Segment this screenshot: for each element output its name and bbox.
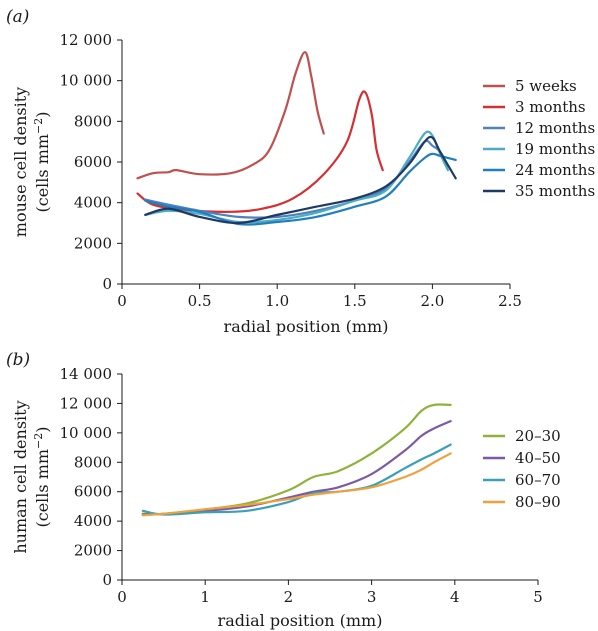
legend-label: 24 months (515, 161, 595, 179)
y-tick-label: 12 000 (60, 394, 113, 412)
x-tick-label: 5 (533, 588, 543, 606)
legend: 20–30 40–50 60–70 80–90 (483, 427, 561, 511)
y-tick-label: 8000 (74, 453, 112, 471)
y-tick-label: 14 000 (60, 365, 113, 383)
legend-label: 12 months (515, 119, 595, 137)
y-tick-label: 4000 (74, 194, 112, 212)
y-tick-label: 6000 (74, 153, 112, 171)
y-tick-label: 4000 (74, 512, 112, 530)
y-tick-label: 8000 (74, 112, 112, 130)
y-axis-label-superscript: −2 (32, 118, 45, 134)
x-tick-label: 2 (284, 588, 294, 606)
y-axis-label-close: ) (33, 111, 52, 117)
legend: 5 weeks 3 months 12 months 19 months 24 mont… (483, 77, 595, 200)
y-tick-label: 12 000 (60, 31, 113, 49)
y-tick-label: 0 (102, 275, 112, 293)
legend-label: 19 months (515, 140, 595, 158)
y-tick-label: 2000 (74, 542, 112, 560)
series-line-60-70 (141, 443, 452, 516)
y-tick-label: 6000 (74, 483, 112, 501)
legend-label: 20–30 (515, 427, 561, 445)
y-axis-label-line1: human cell density (11, 400, 30, 553)
panel-label: (a) (6, 7, 29, 27)
legend-label: 80–90 (515, 493, 561, 511)
y-axis-label-units: (cells mm (33, 134, 52, 213)
series-line-35-months (144, 135, 457, 225)
legend-label: 35 months (515, 182, 595, 200)
x-tick-label: 0 (117, 588, 127, 606)
y-axis-label-line1: mouse cell density (11, 87, 30, 237)
x-tick-label: 0 (117, 292, 127, 310)
y-tick-label: 2000 (74, 234, 112, 252)
y-axis-label-line2: (cells mm−2) (32, 426, 52, 527)
x-tick-label: 2.5 (498, 292, 522, 310)
legend-label: 3 months (515, 98, 586, 116)
chart-panel-a: (a) 0 0.5 1.0 1.5 2.0 2.5 0 2000 4000 6000 8000 10 0… (6, 7, 595, 336)
chart-panel-b: (b) 0 1 2 3 4 5 0 2000 4000 6000 8000 10 000 12 000 14… (6, 350, 561, 630)
x-tick-label: 2.0 (420, 292, 444, 310)
x-axis-label: radial position (mm) (224, 317, 389, 336)
series-line-24-months (144, 152, 457, 226)
y-tick-label: 0 (102, 571, 112, 589)
y-axis-label-units: (cells mm (33, 449, 52, 528)
x-tick-label: 1.5 (343, 292, 367, 310)
series-line-40-50 (141, 419, 452, 516)
legend-label: 60–70 (515, 471, 561, 489)
series-line-3-months (136, 90, 384, 213)
legend-label: 40–50 (515, 449, 561, 467)
y-tick-label: 10 000 (60, 424, 113, 442)
x-axis-label: radial position (mm) (218, 611, 383, 630)
x-tick-label: 3 (367, 588, 377, 606)
panel-label: (b) (6, 350, 30, 370)
series-line-80-90 (141, 452, 452, 517)
series-line-5-weeks (136, 51, 325, 180)
x-tick-label: 1 (200, 588, 210, 606)
x-tick-label: 4 (450, 588, 460, 606)
y-axis-label-superscript: −2 (32, 433, 45, 449)
x-tick-label: 1.0 (265, 292, 289, 310)
legend-label: 5 weeks (515, 77, 577, 95)
y-axis-label-line2: (cells mm−2) (32, 111, 52, 212)
y-axis-label-close: ) (33, 426, 52, 432)
x-tick-label: 0.5 (188, 292, 212, 310)
y-tick-label: 10 000 (60, 72, 113, 90)
series-line-19-months (144, 130, 450, 224)
